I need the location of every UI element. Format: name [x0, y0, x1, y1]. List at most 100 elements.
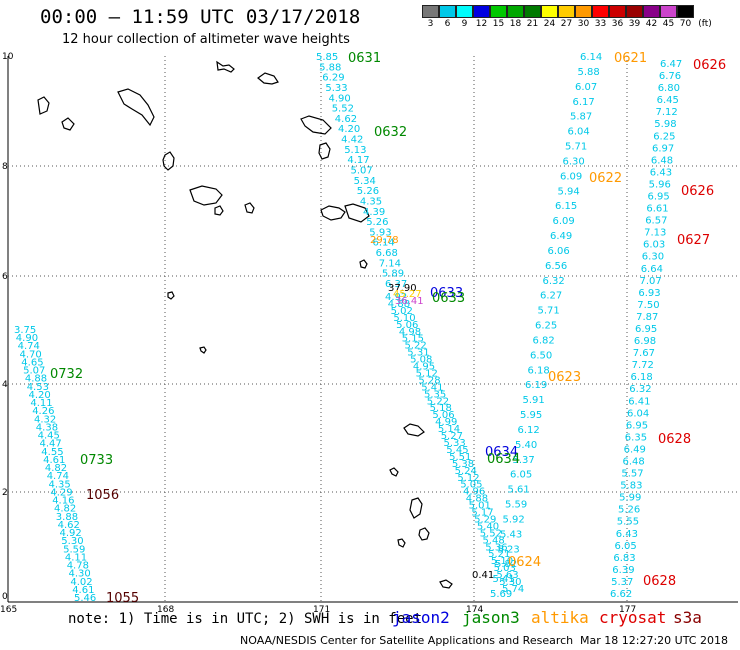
- wave-height-value: 6.48: [651, 155, 673, 166]
- wave-height-value: 5.10: [491, 556, 513, 567]
- wave-height-value: 6.49: [550, 231, 572, 242]
- lat-label-2: 2: [2, 488, 8, 498]
- wave-height-value: 4.95: [413, 362, 435, 373]
- wave-height-value: 6.18: [631, 372, 653, 383]
- lon-label-165: 165: [0, 605, 17, 615]
- wave-height-value: 6.04: [568, 127, 590, 138]
- wave-height-value: 5.30: [61, 536, 83, 547]
- legend-swatch: [473, 5, 490, 18]
- wave-height-value: 5.34: [354, 176, 376, 187]
- wave-height-value: 6.05: [615, 541, 637, 552]
- wave-height-value: 5.01: [469, 501, 491, 512]
- wave-height-value: 6.98: [634, 336, 656, 347]
- wave-height-value: 4.47: [40, 439, 62, 450]
- wave-height-value: 6.17: [573, 97, 595, 108]
- wave-height-value: 5.88: [319, 62, 341, 73]
- wave-height-value: 5.37: [611, 577, 633, 588]
- island-shape: [389, 467, 399, 477]
- wave-value-label: 37.90: [388, 283, 417, 294]
- wave-height-value: 5.30: [499, 577, 521, 588]
- wave-height-value: 6.57: [645, 216, 667, 227]
- wave-height-value: 5.33: [444, 438, 466, 449]
- wave-height-value: 7.67: [633, 348, 655, 359]
- wave-height-value: 5.99: [619, 493, 641, 504]
- wave-height-value: 6.39: [612, 565, 634, 576]
- wave-height-value: 6.06: [548, 246, 570, 257]
- wave-height-value: 4.42: [341, 135, 363, 146]
- island-shape: [216, 60, 235, 73]
- wave-height-value: 6.82: [533, 335, 555, 346]
- wave-height-value: 6.95: [635, 324, 657, 335]
- wave-height-value: 6.45: [657, 95, 679, 106]
- wave-height-value: 6.62: [610, 589, 632, 600]
- wave-height-value: 7.50: [637, 300, 659, 311]
- wave-height-value: 7.13: [644, 228, 666, 239]
- lat-label-4: 4: [2, 380, 8, 390]
- wave-height-value: 6.14: [580, 52, 602, 63]
- wave-height-value: 6.09: [560, 171, 582, 182]
- island-shape: [320, 205, 346, 221]
- track-time-label: 0622: [589, 171, 622, 186]
- wave-height-value: 4.78: [67, 561, 89, 572]
- wave-value-label: 0.41: [472, 570, 494, 581]
- track-time-label: 0626: [681, 184, 714, 199]
- wave-height-value: 6.64: [641, 264, 663, 275]
- wave-height-value: 6.12: [518, 425, 540, 436]
- wave-height-value: 7.87: [636, 312, 658, 323]
- legend-swatch: [490, 5, 507, 18]
- wave-height-value: 5.91: [523, 395, 545, 406]
- wave-height-value: 6.95: [648, 192, 670, 203]
- wave-height-value: 4.11: [30, 398, 52, 409]
- legend-swatch: [643, 5, 660, 18]
- track-time-label: 0631: [348, 51, 381, 66]
- satellite-jason2: jason2: [392, 608, 450, 627]
- chart-subtitle: 12 hour collection of altimeter wave hei…: [62, 32, 350, 47]
- track-time-label: 0733: [80, 453, 113, 468]
- wave-height-value: 4.45: [38, 431, 60, 442]
- wave-height-value: 5.35: [424, 389, 446, 400]
- legend-swatch: [524, 5, 541, 18]
- satellite-cryosat: cryosat: [599, 608, 667, 627]
- wave-value-label: 36.41: [395, 296, 424, 307]
- island-shape: [300, 115, 332, 135]
- wave-height-value: 6.25: [535, 321, 557, 332]
- wave-height-value: 6.97: [652, 143, 674, 154]
- wave-height-value: 5.21: [488, 549, 510, 560]
- track-time-label: 0623: [548, 370, 581, 385]
- wave-height-value: 6.27: [540, 291, 562, 302]
- island-shape: [257, 72, 279, 85]
- wave-height-value: 5.28: [418, 375, 440, 386]
- legend-label: 27: [560, 19, 573, 29]
- island-shape: [37, 96, 50, 115]
- wave-height-value: 5.89: [382, 269, 404, 280]
- wave-height-value: 6.80: [658, 83, 680, 94]
- altimeter-tracks: 5.855.886.295.334.905.524.624.204.425.13…: [14, 52, 682, 604]
- wave-height-value: 6.35: [625, 432, 647, 443]
- track-time-label: 1056: [86, 488, 119, 503]
- wave-height-value: 4.98: [399, 327, 421, 338]
- satellite-jason3: jason3: [462, 608, 520, 627]
- wave-height-value: 4.29: [50, 487, 72, 498]
- wave-height-value: 5.12: [416, 369, 438, 380]
- track-time-label: 0628: [643, 574, 676, 589]
- wave-height-value: 4.74: [47, 471, 69, 482]
- legend-label: 6: [444, 19, 451, 29]
- legend-swatch: [422, 5, 439, 18]
- wave-height-value: 6.61: [646, 204, 668, 215]
- wave-height-value: 4.53: [27, 382, 49, 393]
- legend-swatch: [507, 5, 524, 18]
- wave-height-value: 4.90: [329, 93, 351, 104]
- wave-height-value: 4.65: [21, 358, 43, 369]
- wave-height-value: 5.03: [494, 563, 516, 574]
- wave-height-value: 5.96: [649, 180, 671, 191]
- wave-height-value: 5.82: [495, 559, 517, 570]
- wave-height-value: 5.71: [538, 306, 560, 317]
- island-shape: [61, 117, 75, 131]
- legend-swatch: [609, 5, 626, 18]
- wave-height-value: 3.88: [56, 512, 78, 523]
- island-shape: [403, 423, 425, 437]
- track-time-label: 0634: [485, 445, 518, 460]
- wave-height-value: 6.95: [626, 420, 648, 431]
- track-time-label: 1055: [106, 591, 139, 606]
- wave-height-value: 5.26: [357, 186, 379, 197]
